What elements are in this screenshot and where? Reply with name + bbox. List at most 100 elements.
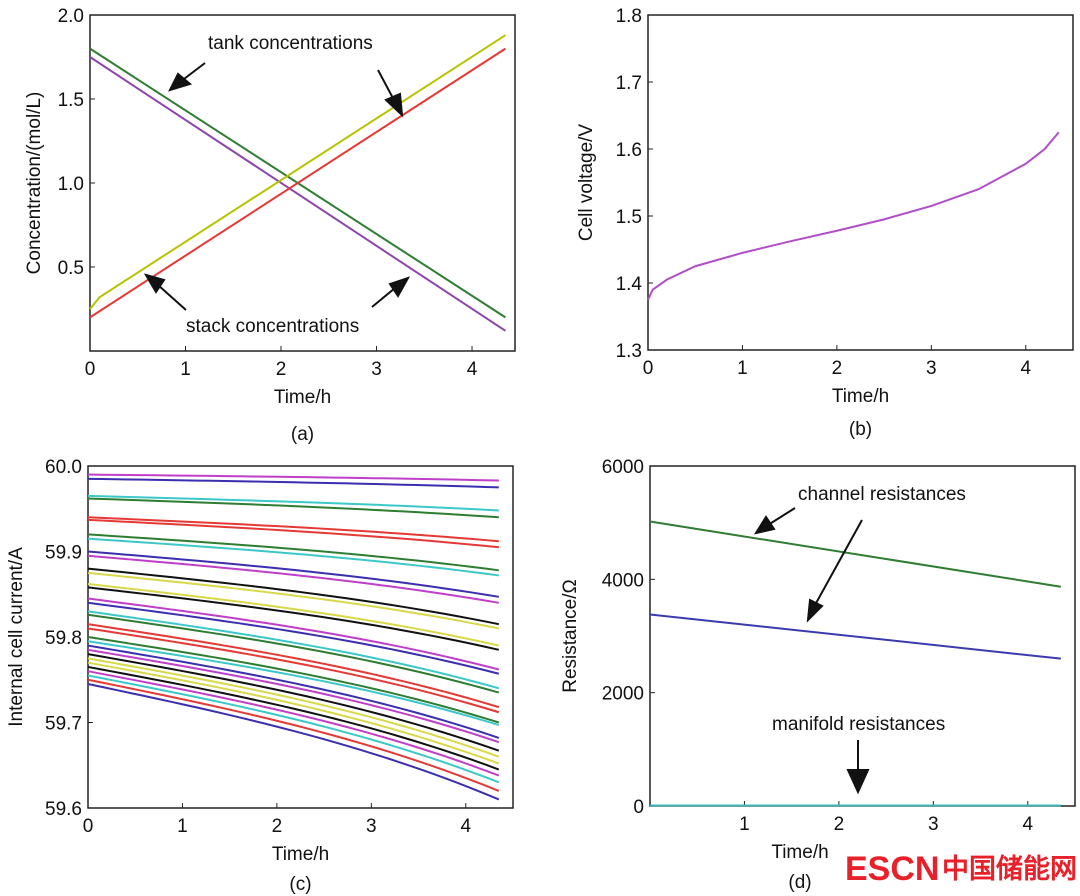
x-tick-label: 3 xyxy=(926,358,937,379)
series-line xyxy=(649,613,1061,660)
x-tick-label: 2 xyxy=(832,358,843,379)
series-line xyxy=(87,627,500,714)
y-tick-label: 2000 xyxy=(602,684,644,705)
panel-caption: (c) xyxy=(289,874,311,895)
series-line xyxy=(649,520,1061,588)
watermark-logo: ESCN 中国储能网 xyxy=(845,850,1077,888)
y-tick-label: 60.0 xyxy=(45,457,82,478)
series-line xyxy=(87,567,500,626)
x-axis-label: Time/h xyxy=(274,387,331,408)
y-tick-label: 0.5 xyxy=(58,258,84,279)
panel-caption: (a) xyxy=(291,424,314,445)
x-tick-label: 4 xyxy=(1022,814,1033,835)
y-tick-label: 59.9 xyxy=(45,543,82,564)
x-tick-label: 1 xyxy=(739,814,750,835)
x-tick-label: 3 xyxy=(928,814,939,835)
series-line xyxy=(87,597,500,671)
y-tick-label: 59.6 xyxy=(45,799,82,820)
series-line xyxy=(87,494,499,512)
annotations-a: tank concentrations stack concentrations xyxy=(143,33,411,337)
series-line xyxy=(87,661,500,765)
series-line xyxy=(87,674,500,784)
series-line xyxy=(87,477,499,489)
watermark-latin: ESCN xyxy=(845,850,939,888)
y-tick-label: 0 xyxy=(633,797,644,818)
arrow-icon xyxy=(753,507,870,795)
x-axis-label: Time/h xyxy=(272,844,329,865)
y-tick-label: 59.8 xyxy=(45,628,82,649)
x-tick-label: 0 xyxy=(643,358,654,379)
arrow-icon xyxy=(143,62,411,311)
series-line xyxy=(87,653,500,752)
y-tick-label: 2.0 xyxy=(58,6,84,27)
annotation-channel-resistances: channel resistances xyxy=(798,484,966,505)
panel-caption: (d) xyxy=(788,872,811,893)
series-line xyxy=(87,657,500,758)
series-line xyxy=(89,56,506,332)
series-line xyxy=(87,636,500,724)
panel-caption: (b) xyxy=(849,419,872,440)
series-line xyxy=(87,678,500,792)
series-line xyxy=(87,518,499,549)
series-line xyxy=(87,473,499,482)
series-line xyxy=(89,34,506,310)
y-tick-label: 1.3 xyxy=(616,341,642,362)
y-tick-label: 1.6 xyxy=(616,140,642,161)
y-tick-label: 1.0 xyxy=(58,174,84,195)
y-axis-label: Concentration/(mol/L) xyxy=(24,92,45,275)
watermark-cjk: 中国储能网 xyxy=(942,853,1077,885)
x-tick-label: 0 xyxy=(83,816,94,837)
series-line xyxy=(87,601,500,675)
x-tick-label: 4 xyxy=(460,816,471,837)
y-tick-label: 1.8 xyxy=(616,6,642,27)
x-tick-label: 3 xyxy=(366,816,377,837)
panel-b: 0 1 2 3 4 1.3 1.4 1.5 1.6 1.7 1.8 Time/h Cell voltag… xyxy=(576,6,1074,440)
x-tick-label: 2 xyxy=(834,814,845,835)
x-tick-label: 1 xyxy=(177,816,188,837)
panel-d: 1 2 3 4 0 2000 4000 6000 Time/h Resistance/Ω (d) xyxy=(560,457,1076,893)
series-line xyxy=(87,610,500,690)
y-tick-label: 1.5 xyxy=(58,90,84,111)
series-line xyxy=(87,537,499,577)
x-tick-label: 1 xyxy=(737,358,748,379)
plot-frame xyxy=(649,465,1076,807)
y-tick-label: 4000 xyxy=(602,570,644,591)
plot-frame xyxy=(647,14,1074,351)
x-tick-label: 0 xyxy=(85,359,96,380)
x-axis-label: Time/h xyxy=(771,842,828,863)
series-line xyxy=(87,640,500,727)
y-axis-label: Resistance/Ω xyxy=(560,579,581,692)
y-tick-label: 59.7 xyxy=(45,714,82,735)
series-line xyxy=(87,550,499,598)
annotation-stack-concentrations: stack concentrations xyxy=(186,316,359,337)
series-line xyxy=(87,516,499,543)
x-axis-label: Time/h xyxy=(832,386,889,407)
plot-frame xyxy=(89,14,516,352)
y-axis-label: Internal cell current/A xyxy=(6,547,27,727)
x-tick-label: 3 xyxy=(371,359,382,380)
series-line xyxy=(87,670,500,777)
x-tick-label: 2 xyxy=(272,816,283,837)
annotations-d: channel resistances manifold resistances xyxy=(753,484,966,795)
y-tick-label: 6000 xyxy=(602,457,644,478)
panel-c: 0 1 2 3 4 59.6 59.7 59.8 59.9 60.0 Time/h Internal … xyxy=(6,457,514,895)
series-line xyxy=(87,644,500,739)
series-line xyxy=(87,586,500,651)
series-line xyxy=(87,571,500,630)
series-line xyxy=(87,623,500,709)
series-line xyxy=(87,554,499,604)
y-axis-label: Cell voltage/V xyxy=(576,124,597,242)
y-tick-label: 1.4 xyxy=(616,274,643,295)
series-line xyxy=(87,613,500,694)
annotation-tank-concentrations: tank concentrations xyxy=(208,33,373,54)
series-line xyxy=(87,533,499,572)
x-tick-label: 4 xyxy=(467,359,478,380)
series-line xyxy=(89,47,506,319)
series-line xyxy=(87,582,500,647)
x-tick-label: 1 xyxy=(180,359,191,380)
panel-a: 0 1 2 3 4 0.5 1.0 1.5 2.0 Time/h Concentration/(mo… xyxy=(24,6,516,445)
x-tick-label: 4 xyxy=(1020,358,1031,379)
series-line xyxy=(87,497,499,519)
annotation-manifold-resistances: manifold resistances xyxy=(772,714,945,735)
